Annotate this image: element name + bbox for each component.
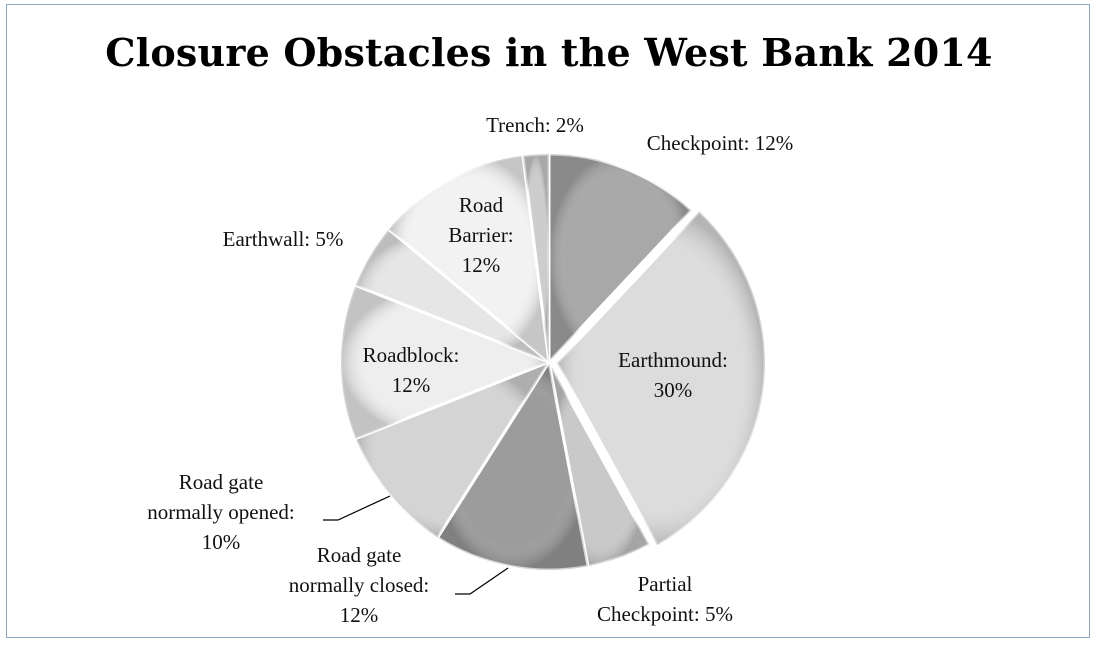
pie-slice-shading bbox=[355, 362, 549, 538]
pie-slice-shading bbox=[355, 229, 549, 362]
pie-slice-shading bbox=[522, 154, 549, 362]
slice-label: Road Barrier: 12% bbox=[448, 193, 513, 277]
slice-label: Checkpoint: 12% bbox=[647, 131, 793, 155]
pie-slice-shading bbox=[388, 155, 549, 362]
pie-slice-shading bbox=[549, 362, 650, 567]
slice-label: Earthmound: 30% bbox=[618, 348, 728, 402]
chart-title: Closure Obstacles in the West Bank 2014 bbox=[105, 30, 993, 75]
slice-label: Road gate normally closed: 12% bbox=[289, 543, 430, 627]
pie-slice-shading bbox=[437, 362, 588, 570]
leader-line-road-gate-closed bbox=[455, 567, 509, 595]
slice-label: Roadblock: 12% bbox=[363, 343, 460, 397]
pie-slice-shading bbox=[556, 211, 765, 546]
slice-label: Partial Checkpoint: 5% bbox=[597, 572, 733, 626]
leader-line-road-gate-opened bbox=[323, 495, 391, 521]
slice-label: Road gate normally opened: 10% bbox=[147, 470, 295, 554]
slice-label: Earthwall: 5% bbox=[223, 227, 344, 251]
pie-slice-shading bbox=[549, 154, 692, 362]
slice-label: Trench: 2% bbox=[486, 113, 584, 137]
pie-slice-shading bbox=[340, 285, 549, 439]
